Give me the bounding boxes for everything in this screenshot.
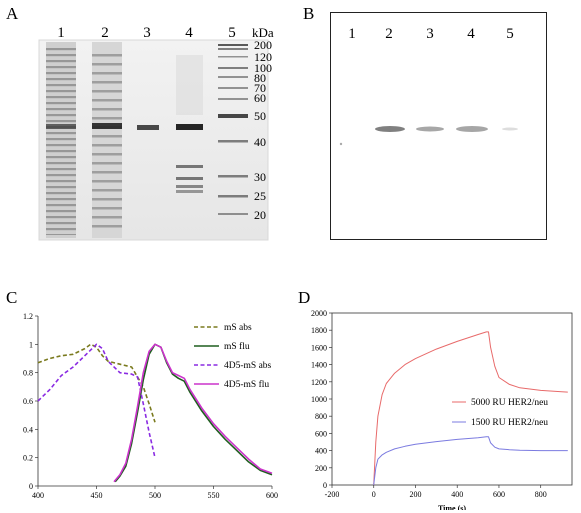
- y-tick-label: 200: [315, 464, 327, 473]
- marker-label: 100: [254, 61, 272, 75]
- marker-label: 120: [254, 50, 272, 64]
- y-tick-label: 1: [29, 340, 33, 349]
- panel-letter-a: A: [6, 4, 19, 23]
- blot-lane-number: 2: [385, 26, 393, 42]
- lane-2-band: [92, 123, 122, 129]
- y-axis-label: Resonance units: [300, 371, 302, 426]
- y-tick-label: 0.6: [23, 397, 33, 406]
- lane-4-band: [176, 124, 203, 130]
- x-tick-label: 400: [451, 490, 463, 499]
- marker-label: 20: [254, 208, 266, 222]
- x-tick-label: -200: [325, 490, 340, 499]
- blot-lane-number: 5: [506, 26, 514, 42]
- x-tick-label: 200: [409, 490, 421, 499]
- gel-a-lane-number: 3: [143, 25, 151, 41]
- x-tick-label: 800: [535, 490, 547, 499]
- panel-letter-d: D: [298, 288, 311, 307]
- x-tick-label: 600: [493, 490, 505, 499]
- blot-band-lane-5: [502, 127, 518, 131]
- blot-band-lane-3: [416, 126, 444, 132]
- y-tick-label: 0.4: [23, 425, 33, 434]
- x-tick-label: 600: [266, 491, 278, 500]
- marker-label: 50: [254, 109, 266, 123]
- series-line-4: [113, 343, 273, 483]
- marker-label: 40: [254, 135, 266, 149]
- marker-label: 200: [254, 38, 272, 52]
- western-blot: 1 2 3 4 5: [330, 12, 547, 240]
- blot-band-lane-2: [375, 126, 405, 132]
- marker-label: 60: [254, 91, 266, 105]
- series-line-3: [37, 343, 156, 458]
- y-tick-label: 1400: [311, 361, 327, 370]
- x-axis-label: Time (s): [438, 504, 466, 510]
- legend-label: mS flu: [224, 341, 250, 352]
- blot-lane-number: 4: [467, 26, 475, 42]
- x-tick-label: 450: [91, 491, 103, 500]
- lane-3-band: [137, 125, 159, 130]
- y-tick-label: 1.2: [23, 312, 33, 321]
- marker-ladder: [218, 44, 248, 215]
- series-line-1: [373, 331, 568, 486]
- y-tick-label: 400: [315, 447, 327, 456]
- y-tick-label: 2000: [311, 309, 327, 318]
- blot-lane-number: 1: [348, 26, 356, 42]
- y-tick-label: 1200: [311, 378, 327, 387]
- sds-page-gel: 1 2 3 4 5 kDa 200 120 100 80 70 60 50 40…: [38, 25, 274, 241]
- y-tick-label: 1800: [311, 326, 327, 335]
- panel-letter-b: B: [303, 4, 315, 23]
- y-tick-label: 800: [315, 412, 327, 421]
- x-tick-label: 550: [208, 491, 220, 500]
- spectra-chart: 400 450 500 550 600 0 0.2 0.4 0.6 0.8 1 1.2 mS abs mS…: [23, 312, 278, 500]
- blot-band-lane-4: [456, 126, 488, 132]
- legend-label: 4D5-mS abs: [224, 361, 272, 371]
- marker-label: 30: [254, 170, 266, 184]
- legend-label: 4D5-mS flu: [224, 379, 269, 390]
- marker-label: 25: [254, 189, 266, 203]
- x-tick-label: 500: [149, 491, 161, 500]
- kda-unit-label: kDa: [252, 25, 274, 40]
- marker-label: 70: [254, 81, 266, 95]
- y-tick-label: 600: [315, 429, 327, 438]
- gel-a-lane-number: 2: [101, 25, 109, 41]
- y-tick-label: 1600: [311, 343, 327, 352]
- series-line-2: [373, 436, 568, 486]
- y-tick-label: 1000: [311, 395, 327, 404]
- lane-1-band: [46, 124, 76, 129]
- gel-a-lane-number: 4: [185, 25, 193, 41]
- series-line-2: [114, 343, 273, 483]
- x-tick-label: 0: [372, 490, 376, 499]
- blot-lane-number: 3: [426, 26, 434, 42]
- y-tick-label: 0.2: [23, 454, 33, 463]
- y-tick-label: 0.8: [23, 369, 33, 378]
- gel-a-lane-number: 1: [57, 25, 65, 41]
- x-tick-label: 400: [32, 491, 44, 500]
- panel-letter-c: C: [6, 288, 18, 307]
- legend-label: mS abs: [224, 323, 252, 333]
- legend-label: 1500 RU HER2/neu: [471, 418, 548, 428]
- marker-label: 80: [254, 71, 266, 85]
- y-tick-label: 0: [29, 482, 33, 491]
- gel-a-lane-number: 5: [228, 25, 236, 41]
- y-tick-label: 0: [323, 481, 327, 490]
- spr-sensorgram-chart: -200 0 200 400 600 80002004006008001000120014…: [300, 309, 573, 510]
- legend-label: 5000 RU HER2/neu: [471, 398, 548, 408]
